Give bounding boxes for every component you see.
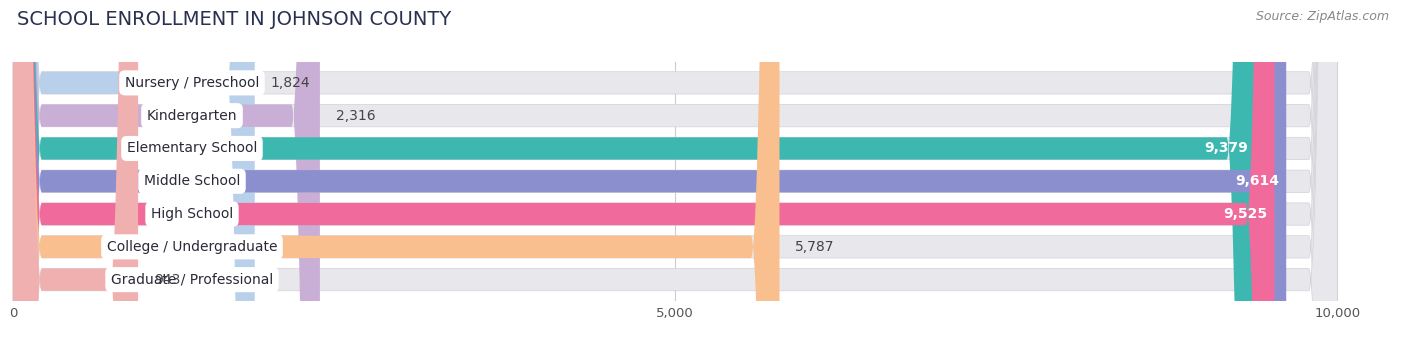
FancyBboxPatch shape xyxy=(13,0,1337,342)
Text: College / Undergraduate: College / Undergraduate xyxy=(107,240,277,254)
Text: SCHOOL ENROLLMENT IN JOHNSON COUNTY: SCHOOL ENROLLMENT IN JOHNSON COUNTY xyxy=(17,10,451,29)
Text: 5,787: 5,787 xyxy=(796,240,835,254)
FancyBboxPatch shape xyxy=(13,0,1337,342)
Text: Nursery / Preschool: Nursery / Preschool xyxy=(125,76,259,90)
FancyBboxPatch shape xyxy=(13,0,138,342)
FancyBboxPatch shape xyxy=(13,0,1337,342)
FancyBboxPatch shape xyxy=(13,0,1337,342)
Text: Source: ZipAtlas.com: Source: ZipAtlas.com xyxy=(1256,10,1389,23)
Text: 2,316: 2,316 xyxy=(336,109,375,123)
Text: Middle School: Middle School xyxy=(143,174,240,188)
FancyBboxPatch shape xyxy=(13,0,1337,342)
Text: Elementary School: Elementary School xyxy=(127,142,257,156)
FancyBboxPatch shape xyxy=(13,0,321,342)
Text: 9,525: 9,525 xyxy=(1223,207,1268,221)
FancyBboxPatch shape xyxy=(13,0,1256,342)
Text: 9,379: 9,379 xyxy=(1205,142,1249,156)
FancyBboxPatch shape xyxy=(13,0,254,342)
Text: Kindergarten: Kindergarten xyxy=(146,109,238,123)
Text: High School: High School xyxy=(150,207,233,221)
Text: 9,614: 9,614 xyxy=(1236,174,1279,188)
FancyBboxPatch shape xyxy=(13,0,1337,342)
FancyBboxPatch shape xyxy=(13,0,1337,342)
FancyBboxPatch shape xyxy=(13,0,1286,342)
Text: Graduate / Professional: Graduate / Professional xyxy=(111,273,273,287)
Text: 1,824: 1,824 xyxy=(270,76,311,90)
Text: 943: 943 xyxy=(155,273,180,287)
FancyBboxPatch shape xyxy=(13,0,1274,342)
FancyBboxPatch shape xyxy=(13,0,779,342)
